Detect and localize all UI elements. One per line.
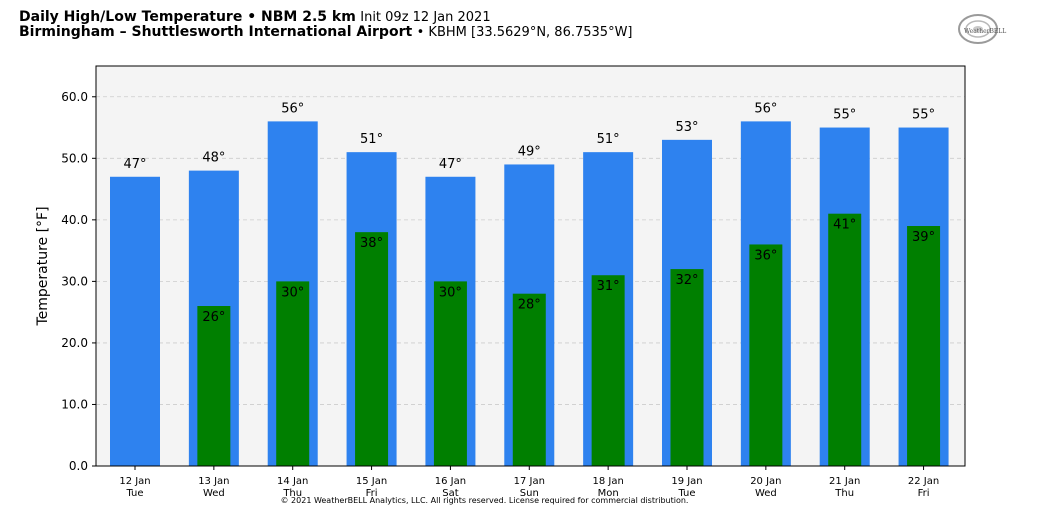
high-temp-label: 55° — [912, 108, 935, 123]
high-temp-label: 51° — [597, 132, 620, 147]
high-temp-bar — [110, 176, 160, 466]
y-axis-label: Temperature [°F] — [35, 206, 51, 326]
y-tick-label: 40.0 — [61, 213, 88, 227]
high-temp-label: 51° — [360, 132, 383, 147]
x-tick-label-weekday: Tue — [677, 488, 695, 499]
x-tick-label-weekday: Sat — [442, 488, 458, 499]
y-tick-label: 50.0 — [61, 151, 88, 165]
low-temp-label: 30° — [281, 285, 304, 300]
chart-title-init: Init 09z 12 Jan 2021 — [360, 10, 491, 25]
y-tick-label: 30.0 — [61, 274, 88, 288]
low-temp-bar — [276, 281, 310, 466]
chart-title-bold: Daily High/Low Temperature • NBM 2.5 km — [19, 9, 356, 25]
low-temp-label: 38° — [360, 236, 383, 251]
y-tick-label: 10.0 — [61, 397, 88, 411]
x-tick-label-date: 13 Jan — [198, 476, 229, 487]
copyright-notice: © 2021 WeatherBELL Analytics, LLC. All r… — [280, 496, 689, 505]
low-temp-bar — [512, 293, 546, 466]
x-tick-label-weekday: Sun — [520, 488, 539, 499]
high-temp-label: 47° — [123, 157, 146, 172]
x-tick-label-date: 12 Jan — [119, 476, 150, 487]
x-tick-label-date: 19 Jan — [671, 476, 702, 487]
high-temp-label: 47° — [439, 157, 462, 172]
low-temp-bar — [591, 275, 625, 466]
chart-title: Daily High/Low Temperature • NBM 2.5 km … — [19, 9, 491, 25]
x-tick-label-weekday: Wed — [755, 488, 777, 499]
low-temp-label: 32° — [675, 273, 698, 288]
y-tick-label: 60.0 — [61, 90, 88, 104]
location-detail: • KBHM [33.5629°N, 86.7535°W] — [416, 25, 633, 40]
x-tick-label-weekday: Thu — [282, 488, 302, 499]
location-name: Birmingham – Shuttlesworth International… — [19, 24, 413, 40]
x-tick-label-weekday: Tue — [125, 488, 143, 499]
low-temp-label: 36° — [754, 248, 777, 263]
x-tick-label-weekday: Fri — [918, 488, 930, 499]
low-temp-bar — [197, 306, 231, 466]
x-tick-label-date: 20 Jan — [750, 476, 781, 487]
x-tick-label-date: 14 Jan — [277, 476, 308, 487]
low-temp-bar — [355, 232, 389, 466]
y-tick-label: 0.0 — [69, 459, 88, 473]
low-temp-bar — [907, 226, 941, 466]
x-tick-label-date: 21 Jan — [829, 476, 860, 487]
x-tick-label-date: 17 Jan — [514, 476, 545, 487]
high-temp-label: 56° — [754, 101, 777, 116]
low-temp-label: 28° — [518, 298, 541, 313]
low-temp-label: 30° — [439, 285, 462, 300]
x-tick-label-weekday: Wed — [203, 488, 225, 499]
low-temp-bar — [749, 244, 783, 466]
low-temp-label: 26° — [202, 310, 225, 325]
x-tick-label-weekday: Mon — [598, 488, 619, 499]
x-tick-label-date: 15 Jan — [356, 476, 387, 487]
high-temp-label: 53° — [675, 120, 698, 135]
low-temp-bar — [433, 281, 467, 466]
low-temp-label: 31° — [597, 279, 620, 294]
low-temp-label: 41° — [833, 218, 856, 233]
high-temp-label: 56° — [281, 101, 304, 116]
logo-text: WeatherBELL — [964, 28, 1006, 35]
x-tick-label-date: 18 Jan — [592, 476, 623, 487]
low-temp-bar — [828, 213, 862, 466]
x-tick-label-weekday: Thu — [834, 488, 854, 499]
low-temp-label: 39° — [912, 230, 935, 245]
weatherbell-logo-icon: WeatherBELL — [958, 14, 1006, 44]
high-temp-label: 49° — [518, 144, 541, 159]
x-tick-label-weekday: Fri — [366, 488, 378, 499]
x-tick-label-date: 22 Jan — [908, 476, 939, 487]
y-tick-label: 20.0 — [61, 336, 88, 350]
low-temp-bar — [670, 269, 704, 466]
plot-frame — [95, 65, 966, 467]
high-temp-label: 48° — [202, 151, 225, 166]
chart-subtitle: Birmingham – Shuttlesworth International… — [19, 24, 633, 40]
high-temp-label: 55° — [833, 108, 856, 123]
x-tick-label-date: 16 Jan — [435, 476, 466, 487]
